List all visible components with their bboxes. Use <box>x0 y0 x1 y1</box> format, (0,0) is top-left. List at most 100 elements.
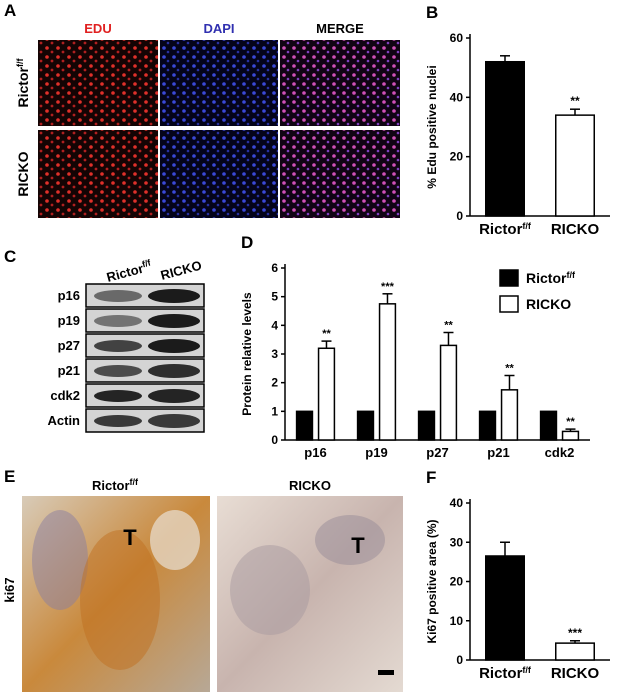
panel-letter: A <box>4 1 16 20</box>
column-header: RICKO <box>159 258 203 283</box>
row-label: p19 <box>58 313 80 328</box>
y-tick-label: 40 <box>450 90 464 104</box>
marker-label: T <box>351 533 365 558</box>
blot-band <box>94 340 142 352</box>
y-tick-label: 1 <box>271 404 278 418</box>
bar <box>539 410 558 441</box>
column-header: EDU <box>84 21 111 36</box>
x-tick-label: p27 <box>426 445 448 460</box>
y-tick-label: 2 <box>271 376 278 390</box>
y-tick-label: 6 <box>271 261 278 275</box>
blot-band <box>94 390 142 402</box>
bar <box>378 303 397 441</box>
row-label: Actin <box>48 413 81 428</box>
bar <box>417 410 436 441</box>
y-tick-label: 20 <box>450 575 464 589</box>
x-tick-label: Rictorf/f <box>479 665 532 682</box>
bar <box>500 389 519 441</box>
y-tick-label: 5 <box>271 290 278 304</box>
x-tick-label: p19 <box>365 445 387 460</box>
label-text: Rictor <box>479 221 523 238</box>
tissue <box>32 510 88 610</box>
y-tick-label: 0 <box>456 209 463 223</box>
tissue <box>315 515 385 565</box>
column-header: MERGE <box>316 21 364 36</box>
column-header: DAPI <box>203 21 234 36</box>
legend-label: Rictorf/f <box>526 270 576 286</box>
y-tick-label: 3 <box>271 347 278 361</box>
column-header: RICKO <box>289 478 331 493</box>
superscript: f/f <box>522 665 531 675</box>
micrograph <box>280 40 400 126</box>
bar <box>485 555 525 661</box>
bar <box>317 347 336 441</box>
micrograph <box>160 130 278 218</box>
row-label: ki67 <box>2 577 17 602</box>
superscript: f/f <box>566 270 575 280</box>
micrograph <box>38 40 158 126</box>
superscript: f/f <box>522 221 531 231</box>
micrograph <box>38 130 158 218</box>
panel-letter: B <box>426 3 438 22</box>
y-tick-label: 30 <box>450 535 464 549</box>
blot-band <box>148 364 200 378</box>
row-label: Rictorf/f <box>15 58 31 108</box>
y-tick-label: 10 <box>450 614 464 628</box>
bar <box>561 430 580 441</box>
y-axis-label: % Edu positive nuclei <box>425 65 439 188</box>
bar <box>555 642 595 661</box>
blot-band <box>94 290 142 302</box>
western-blot: p16 p19 p27 p21 cdk2 Actin <box>48 283 205 433</box>
label-text: Rictor <box>526 270 567 286</box>
y-tick-label: 40 <box>450 496 464 510</box>
legend-swatch <box>499 295 519 313</box>
bar <box>478 410 497 441</box>
blot-band <box>94 365 142 377</box>
column-header: Rictorf/f <box>105 257 155 285</box>
blot-band <box>94 315 142 327</box>
y-tick-label: 0 <box>456 653 463 667</box>
bar <box>295 410 314 441</box>
panel-letter: F <box>426 468 436 487</box>
micrograph <box>160 40 278 126</box>
significance: ** <box>444 320 453 332</box>
tissue <box>80 530 160 670</box>
row-label: RICKO <box>15 151 31 196</box>
marker-label: T <box>123 525 137 550</box>
significance: ** <box>322 328 331 340</box>
significance: ** <box>570 94 580 108</box>
legend-swatch <box>499 269 519 287</box>
x-tick-label: RICKO <box>551 665 600 682</box>
x-tick-label: RICKO <box>551 221 600 238</box>
panel-letter: E <box>4 467 15 486</box>
micrograph <box>280 130 400 218</box>
scale-bar <box>378 670 394 675</box>
y-tick-label: 60 <box>450 31 464 45</box>
bar <box>439 344 458 441</box>
significance: *** <box>381 281 395 293</box>
y-tick-label: 0 <box>271 433 278 447</box>
y-tick-label: 20 <box>450 150 464 164</box>
label-text: RICKO <box>526 296 571 312</box>
label-text: RICKO <box>551 221 600 238</box>
blot-band <box>148 314 200 328</box>
blot-band <box>94 415 142 427</box>
row-label: cdk2 <box>50 388 80 403</box>
y-axis-label: Ki67 positive area (%) <box>425 519 439 643</box>
y-tick-label: 4 <box>271 318 278 332</box>
blot-band <box>148 414 200 428</box>
panel-letter: C <box>4 247 16 266</box>
legend-label: RICKO <box>526 296 571 312</box>
tissue <box>230 545 310 635</box>
significance: *** <box>568 626 582 640</box>
significance: ** <box>505 363 514 375</box>
bar <box>356 410 375 441</box>
label-text: RICKO <box>551 665 600 682</box>
blot-band <box>148 289 200 303</box>
label-text: Rictor <box>479 665 523 682</box>
y-axis-label: Protein relative levels <box>240 292 254 416</box>
x-tick-label: p16 <box>304 445 326 460</box>
x-tick-label: cdk2 <box>545 445 575 460</box>
blot-band <box>148 339 200 353</box>
